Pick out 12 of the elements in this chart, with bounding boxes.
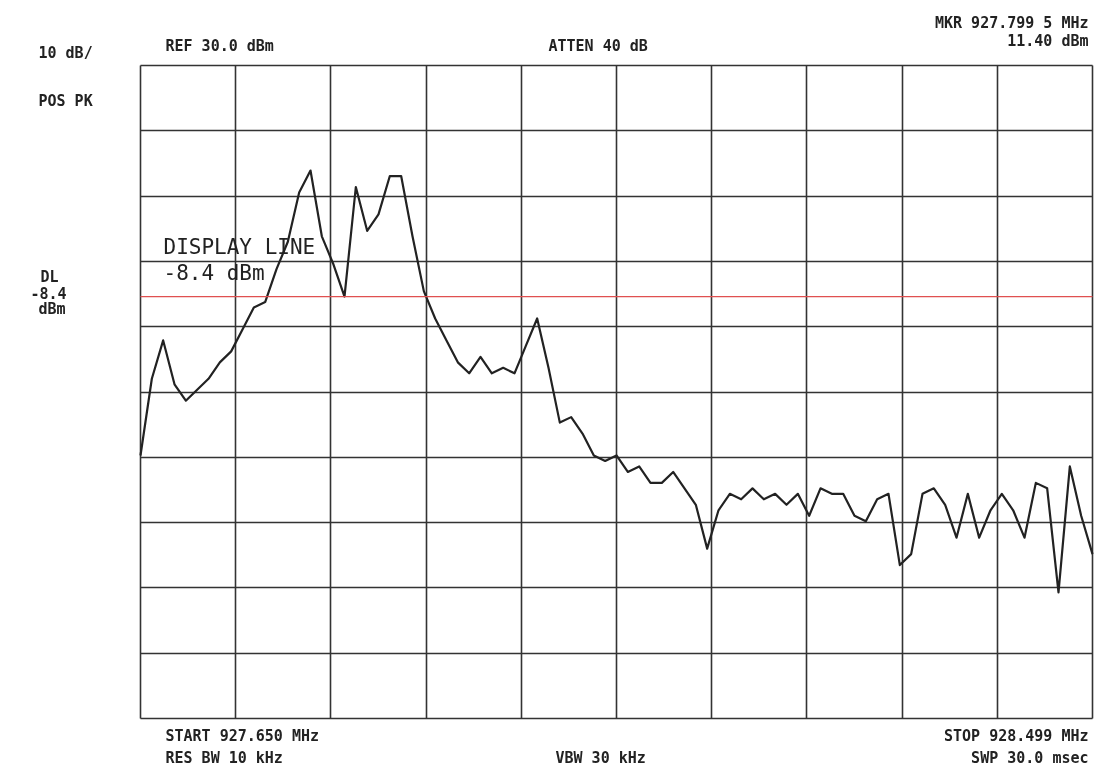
text: DL — [40, 267, 59, 286]
text: 10 dB/ — [38, 43, 93, 62]
text: SWP 30.0 msec — [971, 748, 1089, 767]
text: ATTEN 40 dB — [548, 36, 648, 55]
text: POS PK — [38, 91, 93, 110]
text: REF 30.0 dBm — [165, 36, 274, 55]
text: VBW 30 kHz — [555, 748, 646, 767]
text: STOP 928.499 MHz — [944, 726, 1089, 745]
text: START 927.650 MHz — [165, 726, 320, 745]
text: MKR 927.799 5 MHz — [934, 13, 1089, 32]
text: 11.40 dBm — [1007, 31, 1089, 50]
text: RES BW 10 kHz — [165, 748, 283, 767]
